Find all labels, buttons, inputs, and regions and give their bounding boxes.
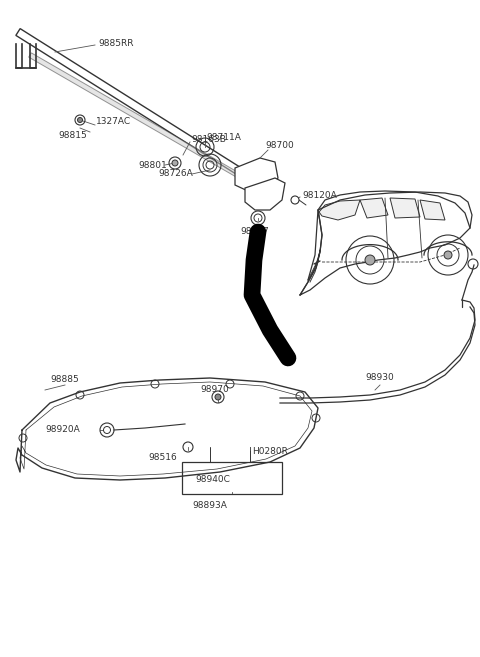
Text: 98801: 98801 [138, 160, 167, 170]
Circle shape [365, 255, 375, 265]
Text: 98940C: 98940C [195, 476, 230, 484]
Text: 1327AC: 1327AC [96, 118, 131, 127]
Text: 98920A: 98920A [45, 426, 80, 434]
Circle shape [104, 426, 110, 434]
Circle shape [215, 394, 221, 400]
Bar [182, 462, 282, 494]
Text: 98893A: 98893A [192, 501, 227, 510]
Text: 98815: 98815 [58, 131, 87, 141]
Circle shape [444, 251, 452, 259]
Circle shape [77, 118, 83, 122]
Polygon shape [390, 198, 420, 218]
Text: 98516: 98516 [148, 453, 177, 463]
Polygon shape [420, 200, 445, 220]
Text: 9885RR: 9885RR [98, 39, 133, 47]
Text: 98717: 98717 [240, 227, 269, 237]
Polygon shape [360, 198, 388, 218]
Polygon shape [29, 53, 256, 187]
Polygon shape [319, 200, 360, 220]
Text: 98120A: 98120A [302, 191, 337, 200]
Text: 98711A: 98711A [206, 133, 241, 143]
Text: 98930: 98930 [365, 373, 394, 382]
Polygon shape [16, 29, 274, 195]
Text: 98726A: 98726A [158, 170, 193, 179]
Text: H0280R: H0280R [252, 447, 288, 457]
Text: 98700: 98700 [265, 141, 294, 150]
Polygon shape [235, 158, 278, 192]
Polygon shape [245, 178, 285, 210]
Circle shape [291, 196, 299, 204]
Text: 98970: 98970 [201, 386, 229, 394]
Text: 98885: 98885 [50, 376, 79, 384]
Circle shape [172, 160, 178, 166]
Text: 98163B: 98163B [191, 135, 226, 145]
